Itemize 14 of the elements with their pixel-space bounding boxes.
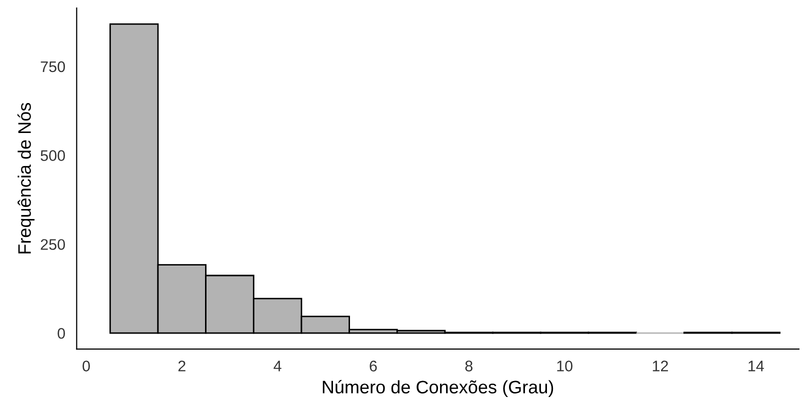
y-tick-label: 500	[40, 150, 65, 161]
x-tick-label: 10	[557, 360, 572, 372]
y-tick-label: 750	[40, 61, 65, 72]
y-tick-label: 250	[40, 239, 65, 250]
x-tick-label: 12	[652, 360, 668, 372]
x-tick-label: 6	[370, 360, 377, 372]
x-tick-label: 14	[748, 360, 764, 372]
y-tick-label: 0	[58, 328, 65, 339]
x-tick-label: 0	[82, 360, 90, 372]
x-tick-label: 8	[465, 360, 472, 372]
y-axis-title: Frequência de Nós	[17, 102, 35, 254]
x-tick-label: 4	[274, 360, 282, 372]
x-axis-title: Número de Conexões (Grau)	[322, 380, 554, 398]
x-tick-label: 2	[178, 360, 186, 372]
